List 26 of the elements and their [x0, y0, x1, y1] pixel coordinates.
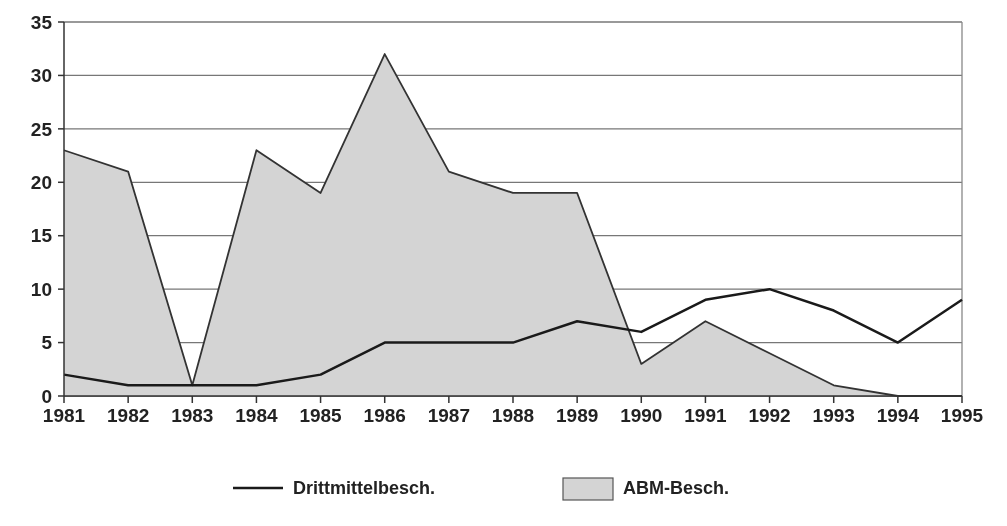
x-tick-label: 1985: [299, 405, 343, 426]
x-tick-label: 1990: [620, 405, 663, 426]
x-tick-label: 1993: [812, 405, 855, 426]
line-series: [62, 287, 964, 387]
x-tick-label: 1986: [363, 405, 406, 426]
x-tick-label: 1988: [491, 405, 535, 426]
x-tick-label: 1992: [748, 405, 791, 426]
x-tick-label: 1981: [42, 405, 86, 426]
x-tick-label: 1982: [107, 405, 150, 426]
x-tick-label: 1995: [940, 405, 984, 426]
y-tick-label: 25: [30, 118, 53, 140]
y-tick-label: 30: [30, 65, 52, 87]
legend-label: Drittmittelbesch.: [293, 478, 436, 499]
y-tick-label: 15: [30, 225, 53, 247]
y-tick-label: 35: [30, 11, 53, 33]
x-tick-label: 1991: [684, 405, 727, 426]
x-tick-label: 1994: [876, 405, 920, 426]
legend-label: ABM-Besch.: [623, 478, 730, 499]
y-tick-label: 5: [41, 332, 53, 354]
x-tick-label: 1984: [235, 405, 278, 426]
x-tick-label: 1989: [556, 405, 599, 426]
y-tick-label: 10: [30, 278, 52, 300]
y-tick-label: 20: [30, 171, 52, 193]
x-tick-label: 1987: [427, 405, 470, 426]
x-tick-label: 1983: [171, 405, 214, 426]
y-tick-label: 0: [41, 385, 52, 407]
